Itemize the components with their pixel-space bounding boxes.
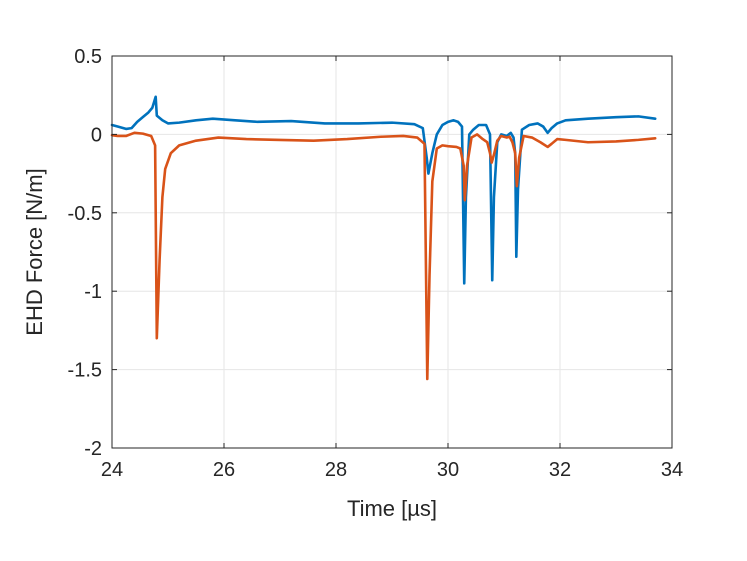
series-line-2: [110, 131, 657, 381]
x-axis-label: Time [µs]: [347, 496, 437, 521]
x-axis-ticks: 24 26 28 30 32 34: [101, 56, 683, 481]
y-tick-label: -0.5: [68, 203, 102, 225]
x-tick-label: 34: [661, 459, 683, 481]
x-tick-label: 28: [325, 459, 347, 481]
x-tick-label: 32: [549, 459, 571, 481]
x-tick-label: 26: [213, 459, 235, 481]
y-tick-label: 0.5: [74, 46, 102, 68]
series-group: [110, 95, 657, 381]
axes: [111, 55, 673, 449]
plot-frame: [111, 55, 673, 449]
x-tick-label: 30: [437, 459, 459, 481]
y-tick-label: -1: [84, 281, 102, 303]
plot-background: [112, 56, 672, 448]
y-tick-label: 0: [91, 124, 102, 146]
y-axis-label: EHD Force [N/m]: [22, 168, 47, 335]
y-axis-ticks: -2 -1.5 -1 -0.5 0 0.5: [68, 46, 672, 460]
series-line-1: [110, 95, 657, 285]
y-tick-label: -2: [84, 438, 102, 460]
x-tick-label: 24: [101, 459, 123, 481]
y-tick-label: -1.5: [68, 360, 102, 382]
